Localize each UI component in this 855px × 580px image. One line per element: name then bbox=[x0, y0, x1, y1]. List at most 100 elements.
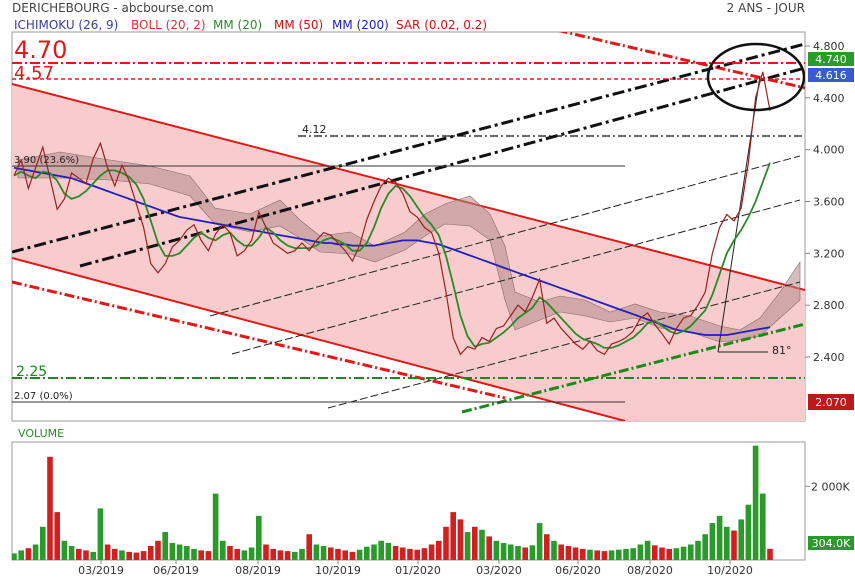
y-tick-label: 3.200 bbox=[813, 247, 845, 260]
volume-bar bbox=[148, 546, 154, 560]
volume-bar bbox=[342, 550, 348, 560]
price-area bbox=[12, 32, 805, 421]
volume-bar bbox=[83, 550, 89, 560]
volume-bar bbox=[479, 529, 485, 560]
volume-bar bbox=[500, 543, 507, 560]
volume-bar bbox=[299, 548, 305, 560]
volume-bar bbox=[616, 549, 622, 560]
volume-bar bbox=[644, 540, 651, 560]
volume-label: VOLUME bbox=[18, 427, 64, 440]
x-tick-label: 08/2020 bbox=[627, 564, 673, 577]
badge-volume-label: 304.0K bbox=[812, 537, 851, 550]
label-level-457: 4.57 bbox=[14, 63, 54, 84]
volume-bars bbox=[12, 445, 773, 560]
volume-bar bbox=[450, 512, 456, 560]
volume-bar bbox=[76, 548, 82, 560]
y-tick-label: 4.800 bbox=[813, 40, 845, 53]
volume-bar bbox=[623, 548, 629, 560]
volume-bar bbox=[414, 549, 420, 560]
badge-volume-bg bbox=[808, 536, 854, 550]
legend-mm20: MM (20) bbox=[213, 18, 262, 32]
volume-bar bbox=[731, 530, 737, 560]
x-tick-label: 06/2019 bbox=[153, 564, 199, 577]
y-tick-label: 2.400 bbox=[813, 351, 845, 364]
volume-bar bbox=[356, 549, 363, 560]
volume-bar bbox=[529, 545, 536, 560]
legend-mm50: MM (50) bbox=[274, 18, 323, 32]
volume-bar bbox=[421, 548, 428, 560]
y-tick-label: 4.000 bbox=[813, 144, 845, 157]
volume-bar bbox=[155, 540, 161, 560]
volume-bar bbox=[140, 551, 147, 560]
trend-channel bbox=[12, 84, 805, 421]
mm20-line bbox=[13, 162, 771, 349]
label-level-207: 2.07 (0.0%) bbox=[14, 391, 73, 402]
volume-bar bbox=[212, 493, 219, 560]
volume-bar bbox=[443, 526, 449, 560]
ichimoku-cloud bbox=[17, 151, 801, 343]
x-tick-label: 06/2020 bbox=[555, 564, 601, 577]
volume-bar bbox=[544, 534, 550, 560]
volume-bar bbox=[198, 550, 204, 560]
y-tick-label: 4.400 bbox=[813, 92, 845, 105]
x-tick-label: 03/2019 bbox=[78, 564, 124, 577]
volume-bar bbox=[18, 550, 24, 560]
volume-bar bbox=[176, 544, 183, 560]
volume-bar bbox=[97, 508, 104, 560]
volume-bar bbox=[551, 540, 557, 560]
badge-low-bg bbox=[808, 394, 854, 410]
volume-bar bbox=[637, 544, 644, 560]
volume-bar bbox=[558, 544, 564, 560]
volume-bar bbox=[695, 540, 701, 560]
legend-ichimoku: ICHIMOKU (26, 9) bbox=[14, 18, 118, 32]
volume-bar bbox=[493, 540, 500, 560]
badge-last-label: 4.616 bbox=[815, 69, 847, 82]
volume-axis: 2 000K bbox=[805, 480, 850, 493]
volume-bar bbox=[126, 551, 132, 560]
volume-bar bbox=[277, 550, 284, 560]
volume-bar bbox=[205, 551, 212, 560]
volume-bar bbox=[349, 551, 356, 560]
volume-bar bbox=[580, 548, 586, 560]
chart-title: DERICHEBOURG - abcbourse.com bbox=[12, 1, 214, 15]
volume-bar bbox=[486, 536, 492, 560]
volume-bar bbox=[284, 551, 291, 560]
volume-bar bbox=[392, 546, 399, 560]
volume-bar bbox=[47, 456, 53, 560]
legend-sar: SAR (0.02, 0.2) bbox=[396, 18, 487, 32]
volume-bar bbox=[680, 546, 687, 560]
volume-bar bbox=[133, 552, 140, 560]
label-level-412: 4.12 bbox=[302, 123, 327, 136]
legend-boll: BOLL (20, 2) bbox=[131, 18, 206, 32]
mm200-line bbox=[13, 166, 771, 336]
x-tick-label: 10/2020 bbox=[707, 564, 753, 577]
legend-mm200: MM (200) bbox=[332, 18, 389, 32]
volume-bar bbox=[313, 544, 320, 560]
volume-bar bbox=[400, 547, 406, 560]
volume-bar bbox=[162, 532, 168, 560]
thin-trendline-3 bbox=[327, 281, 801, 409]
volume-bar bbox=[104, 544, 111, 560]
volume-bar bbox=[191, 548, 197, 560]
badge-last: 4.616 bbox=[808, 68, 854, 82]
volume-bar bbox=[61, 540, 68, 560]
period-label: 2 ANS - JOUR bbox=[727, 1, 805, 15]
volume-tick-label: 2 000K bbox=[811, 480, 850, 493]
sar-line-top bbox=[558, 32, 805, 90]
x-tick-label: 08/2019 bbox=[235, 564, 281, 577]
volume-bar bbox=[234, 548, 240, 560]
y-tick-label: 2.800 bbox=[813, 299, 845, 312]
volume-bar bbox=[90, 551, 96, 560]
badge-low-label: 2.070 bbox=[815, 396, 847, 409]
volume-bar bbox=[659, 547, 665, 560]
badge-high-label: 4.740 bbox=[815, 53, 847, 66]
volume-bar bbox=[436, 540, 442, 560]
indicator-legend: ICHIMOKU (26, 9) BOLL (20, 2) MM (20) MM… bbox=[14, 18, 487, 32]
label-level-225: 2.25 bbox=[16, 364, 47, 380]
volume-bar bbox=[738, 519, 744, 560]
volume-bar bbox=[752, 445, 759, 560]
volume-bar bbox=[594, 550, 600, 560]
volume-bar bbox=[515, 546, 521, 560]
label-angle: 81° bbox=[772, 344, 792, 357]
